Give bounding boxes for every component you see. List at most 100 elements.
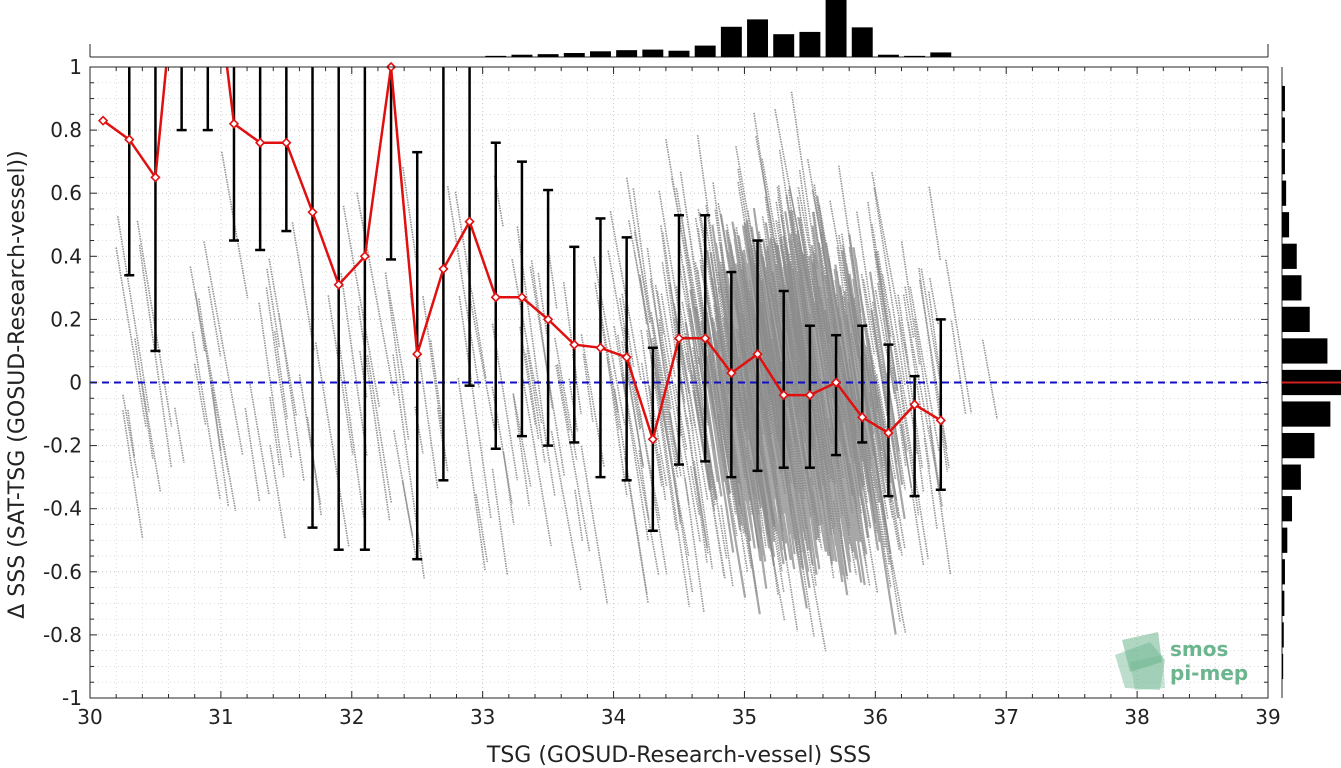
- top-histogram-bar: [668, 50, 690, 57]
- y-tick-label: -0.8: [43, 623, 82, 647]
- right-histogram-bar: [1282, 432, 1315, 459]
- top-histogram-bar: [511, 54, 533, 57]
- mean-marker: [464, 216, 475, 227]
- mean-marker: [228, 118, 240, 129]
- right-histogram-bar: [1282, 275, 1302, 301]
- error-bar: [333, 67, 344, 551]
- mean-marker: [490, 292, 501, 303]
- right-histogram-bar: [1282, 464, 1301, 490]
- error-bar: [202, 67, 213, 132]
- error-bar: [386, 67, 397, 261]
- mean-marker: [359, 251, 370, 262]
- mean-marker: [857, 412, 868, 423]
- smos-pi-mep-logo: smos pi-mep: [1115, 632, 1248, 690]
- y-axis-label: Δ SSS (SAT-TSG (GOSUD-Research-vessel)): [5, 150, 30, 618]
- top-histogram-bar: [720, 26, 742, 57]
- error-bar: [883, 343, 894, 498]
- top-histogram-bar: [589, 51, 611, 57]
- right-histogram-bar: [1282, 338, 1328, 364]
- y-tick-labels: 1 0.8 0.6 0.4 0.2 0 -0.2 -0.4 -0.6 -0.8 -1: [43, 55, 82, 710]
- error-bar: [150, 67, 161, 353]
- mean-marker: [778, 389, 789, 401]
- error-bar: [228, 67, 239, 242]
- x-tick-label: 38: [1124, 705, 1149, 729]
- right-histogram-bar: [1282, 306, 1310, 333]
- right-histogram-bar: [1282, 527, 1288, 553]
- top-histogram-bar: [747, 19, 769, 58]
- right-histogram-bar: [1282, 590, 1285, 616]
- top-histogram-bar: [904, 55, 926, 57]
- right-histogram-bar: [1282, 212, 1290, 238]
- y-tick-label: -0.2: [43, 434, 82, 458]
- mean-marker: [255, 137, 266, 148]
- top-histogram-bar: [642, 49, 664, 57]
- mean-marker: [569, 339, 580, 350]
- mean-marker: [516, 292, 528, 303]
- y-tick-label: 0.6: [50, 181, 82, 205]
- mean-marker: [333, 279, 344, 290]
- mean-marker: [412, 348, 423, 360]
- mean-marker: [97, 115, 109, 126]
- x-tick-label: 30: [77, 705, 102, 729]
- axis-ticks: [89, 66, 1269, 699]
- error-bar: [176, 67, 187, 132]
- mean-marker: [726, 367, 737, 379]
- mean-marker: [150, 172, 161, 183]
- right-histogram-bar: [1282, 85, 1285, 112]
- mean-marker: [281, 137, 292, 148]
- top-histogram-bar: [616, 50, 638, 57]
- top-histogram-bar: [694, 45, 716, 57]
- right-histogram-bar: [1282, 149, 1285, 175]
- error-bar: [831, 333, 842, 457]
- top-histogram-bar: [930, 52, 952, 57]
- mean-marker: [909, 399, 920, 410]
- y-tick-label: 0.8: [50, 118, 82, 142]
- mean-marker: [804, 389, 816, 401]
- right-histogram-bar: [1282, 117, 1285, 143]
- scatter-dense-core: [684, 195, 906, 635]
- top-histogram-bar: [563, 53, 585, 57]
- error-bar: [909, 374, 920, 498]
- error-bar: [255, 67, 266, 252]
- x-tick-label: 31: [208, 705, 233, 729]
- y-tick-label: 0: [69, 371, 82, 395]
- error-bar: [359, 67, 370, 551]
- top-histogram-bar: [537, 54, 559, 57]
- mean-marker: [621, 352, 632, 363]
- top-histogram-bar: [825, 0, 847, 57]
- error-bars: [124, 67, 946, 561]
- logo-text-smos: smos: [1170, 637, 1228, 661]
- right-histogram-bar: [1282, 180, 1287, 206]
- y-tick-label: -1: [62, 686, 82, 710]
- x-tick-label: 33: [470, 705, 495, 729]
- scatter-points: [115, 91, 998, 652]
- right-histogram-bar: [1282, 559, 1285, 585]
- logo-text-pi-mep: pi-mep: [1170, 661, 1248, 685]
- right-histogram: [1281, 67, 1341, 698]
- logo-shape: [1122, 632, 1162, 672]
- mean-marker: [700, 333, 711, 344]
- logo-mark-icon: [1115, 632, 1165, 690]
- top-histogram-bar: [851, 27, 873, 57]
- x-tick-label: 32: [339, 705, 364, 729]
- mean-marker: [595, 342, 606, 353]
- mean-marker: [830, 377, 842, 388]
- right-histogram-bar: [1282, 496, 1293, 522]
- mean-marker: [124, 134, 135, 145]
- logo-shape: [1130, 655, 1165, 690]
- y-tick-label: -0.6: [43, 560, 82, 584]
- error-bar: [935, 318, 946, 492]
- top-histogram-bar: [773, 34, 795, 57]
- x-tick-label: 39: [1255, 705, 1280, 729]
- error-bar: [778, 289, 789, 469]
- mean-marker: [935, 415, 946, 426]
- right-histogram-bar: [1282, 243, 1297, 269]
- top-histogram: [89, 0, 1269, 58]
- mean-line: [97, 61, 946, 445]
- right-histogram-bar: [1282, 401, 1331, 427]
- error-bar: [857, 324, 868, 444]
- mean-marker: [752, 348, 763, 360]
- right-histogram-bar: [1282, 622, 1284, 648]
- x-tick-label: 34: [601, 705, 626, 729]
